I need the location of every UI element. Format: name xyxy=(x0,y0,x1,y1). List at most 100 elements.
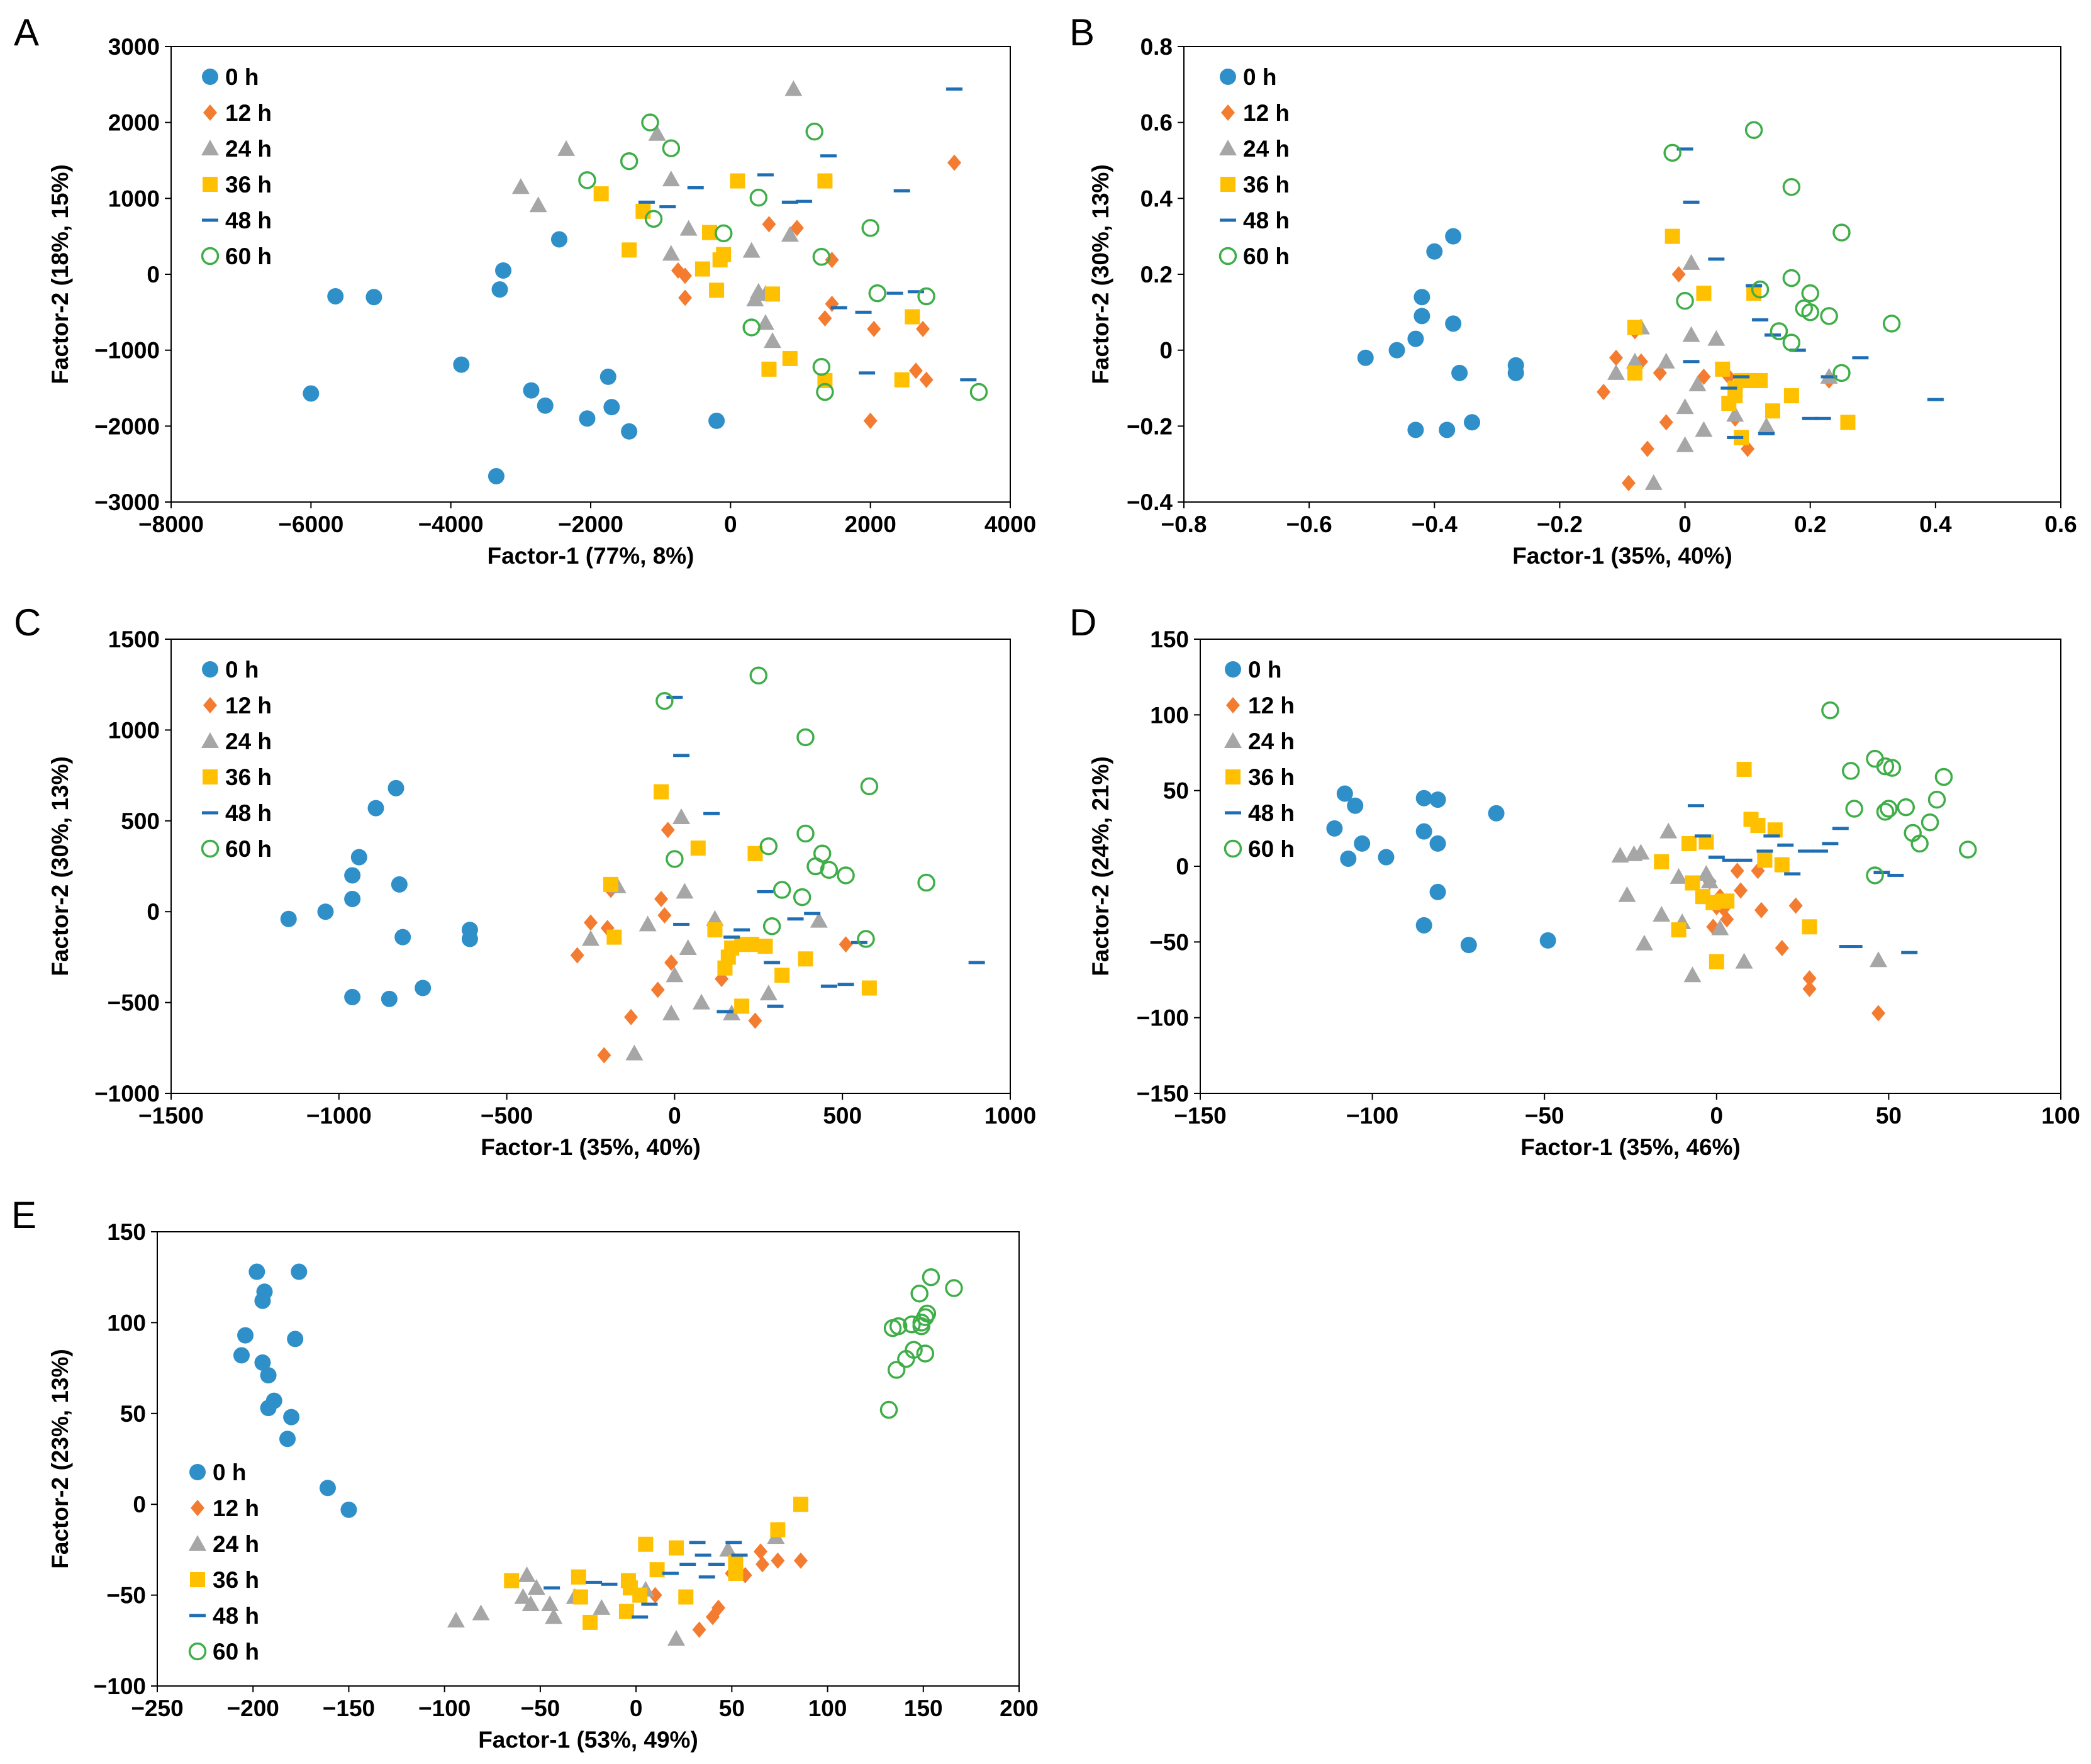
data-point-12h xyxy=(661,822,675,839)
data-point-48h xyxy=(1814,416,1831,420)
panel-D: D −150 −100 −50 0 50 100 −150 −100 −50 0 50 100 150 Fa… xyxy=(1069,601,2080,1160)
data-point-24h xyxy=(1711,919,1729,935)
data-point-0h xyxy=(388,779,404,796)
data-point-48h xyxy=(731,1553,748,1557)
y-tick-label: −50 xyxy=(106,1583,146,1609)
data-point-60h xyxy=(1876,803,1895,821)
series-36h xyxy=(504,1497,808,1630)
plot-area-A xyxy=(170,46,1011,503)
data-point-60h xyxy=(666,850,684,868)
data-point-48h xyxy=(804,912,821,915)
legend-label-60h: 60 h xyxy=(213,1639,259,1665)
data-point-0h xyxy=(367,800,384,817)
series-0h xyxy=(280,779,478,1007)
legend-marker-0h xyxy=(202,69,218,85)
legend-label-36h: 36 h xyxy=(213,1567,259,1593)
data-point-0h xyxy=(1354,835,1371,852)
data-point-0h xyxy=(550,231,567,248)
data-point-60h xyxy=(1801,284,1819,303)
data-point-12h xyxy=(762,216,776,233)
data-point-48h xyxy=(638,200,655,204)
data-point-0h xyxy=(415,980,432,996)
data-point-48h xyxy=(837,983,854,986)
data-point-60h xyxy=(903,1315,921,1334)
data-point-24h xyxy=(1695,421,1713,437)
data-point-12h xyxy=(711,1599,726,1616)
data-point-24h xyxy=(693,993,711,1010)
data-point-60h xyxy=(1770,322,1788,340)
data-point-0h xyxy=(1488,805,1505,822)
y-tick-label: 0 xyxy=(147,262,160,287)
data-point-60h xyxy=(905,1341,923,1359)
data-point-12h xyxy=(748,1012,762,1029)
data-point-36h xyxy=(905,309,920,325)
y-tick-label: 1000 xyxy=(108,717,160,743)
data-point-24h xyxy=(1726,406,1744,422)
data-point-12h xyxy=(657,907,672,924)
legend-marker-36h xyxy=(203,769,218,784)
data-point-0h xyxy=(461,930,478,947)
data-point-12h xyxy=(570,947,584,964)
y-tick-label: 0 xyxy=(1176,854,1189,879)
series-48h xyxy=(1676,147,1944,439)
data-point-60h xyxy=(1820,307,1838,325)
x-tick-label: −1500 xyxy=(138,1103,204,1129)
data-point-48h xyxy=(1822,842,1839,846)
legend-label-0h: 0 h xyxy=(225,64,259,90)
data-point-12h xyxy=(947,154,962,171)
legend-marker-12h xyxy=(203,697,217,713)
legend-label-48h: 48 h xyxy=(225,208,272,233)
data-point-0h xyxy=(488,467,505,484)
data-point-48h xyxy=(1927,398,1944,401)
data-point-60h xyxy=(1832,364,1851,382)
x-tick-label: 0.6 xyxy=(2044,511,2077,537)
data-point-24h xyxy=(1707,330,1726,346)
legend-label-12h: 12 h xyxy=(213,1495,259,1521)
data-point-0h xyxy=(1429,791,1446,808)
legend-label-48h: 48 h xyxy=(1243,208,1290,233)
data-point-12h xyxy=(1653,364,1667,381)
legend-label-60h: 60 h xyxy=(225,243,272,269)
data-point-12h xyxy=(793,1552,808,1569)
data-point-60h xyxy=(1845,800,1863,818)
data-point-12h xyxy=(756,1556,770,1573)
y-tick-label: 1500 xyxy=(108,627,160,652)
data-point-12h xyxy=(584,914,598,931)
data-point-48h xyxy=(1733,375,1750,379)
x-tick-label: −4000 xyxy=(418,511,484,537)
data-point-12h xyxy=(1720,911,1734,928)
legend-label-36h: 36 h xyxy=(1248,764,1295,790)
x-tick-label: −100 xyxy=(418,1695,471,1721)
data-point-60h xyxy=(1897,798,1915,817)
data-point-60h xyxy=(714,224,733,243)
panel-E: E −250 −200 −150 −100 −50 0 50 100 150 200 −100 −50 0… xyxy=(11,1194,1039,1753)
series-60h xyxy=(879,1268,963,1419)
data-point-36h xyxy=(603,876,619,892)
data-point-60h xyxy=(1880,800,1898,818)
series-12h xyxy=(648,1543,808,1638)
data-point-24h xyxy=(781,226,799,242)
data-point-0h xyxy=(394,929,411,946)
data-point-0h xyxy=(453,356,470,373)
y-tick-label: 0 xyxy=(1159,338,1173,364)
data-point-36h xyxy=(1753,372,1768,388)
data-point-24h xyxy=(582,930,599,946)
data-point-12h xyxy=(863,412,878,429)
data-point-0h xyxy=(1347,797,1364,814)
data-point-60h xyxy=(641,113,659,131)
data-point-12h xyxy=(1659,414,1673,431)
legend-marker-12h xyxy=(1226,697,1240,713)
data-point-60h xyxy=(1782,177,1801,196)
data-point-48h xyxy=(781,200,798,204)
data-point-48h xyxy=(641,1602,658,1606)
panel-letter-B: B xyxy=(1069,11,1095,53)
x-tick-label: 0 xyxy=(630,1695,643,1721)
data-point-24h xyxy=(667,1629,686,1646)
y-tick-label: 0.2 xyxy=(1140,262,1173,287)
data-point-24h xyxy=(518,1566,536,1582)
data-point-0h xyxy=(1451,364,1468,381)
data-point-12h xyxy=(678,267,693,284)
data-point-60h xyxy=(620,152,638,170)
series-0h xyxy=(1326,785,1556,954)
legend: 0 h 12 h 24 h 36 h 48 h 60 h xyxy=(201,657,272,862)
